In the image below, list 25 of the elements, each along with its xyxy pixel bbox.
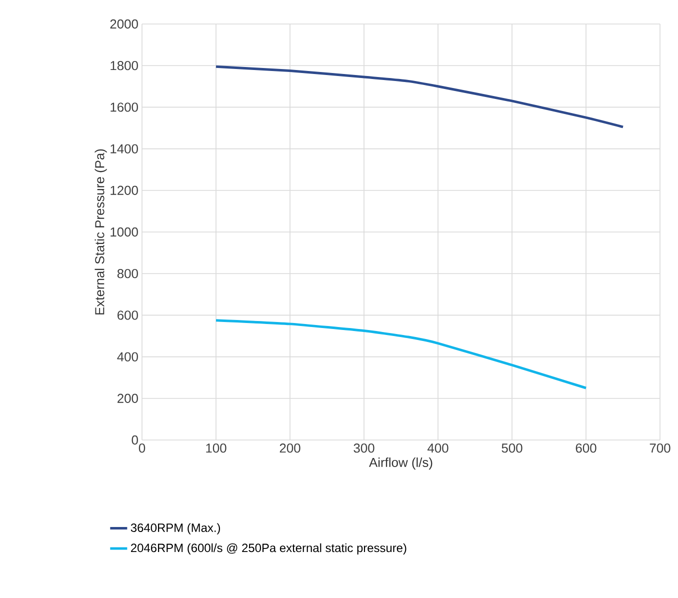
y-tick-label: 1200 <box>110 186 138 195</box>
x-axis-title: Airflow (l/s) <box>369 458 432 470</box>
y-tick-label: 0 <box>132 435 138 445</box>
y-tick-label: 1600 <box>110 102 138 112</box>
x-tick-label: 400 <box>427 444 448 453</box>
x-tick-label: 200 <box>280 444 300 453</box>
x-tick-label: 100 <box>206 444 226 453</box>
legend-label: 2046RPM (600l/s @ 250Pa external static pressure) <box>131 543 406 555</box>
x-tick-label: 300 <box>354 444 374 453</box>
y-tick-label: 1400 <box>110 144 138 154</box>
line-series <box>214 319 588 390</box>
y-tick-label: 600 <box>118 310 138 320</box>
x-tick-label: 500 <box>502 444 522 453</box>
line-series <box>214 65 624 128</box>
y-axis-title: External Static Pressure (Pa) <box>94 149 107 314</box>
x-tick-label: 700 <box>650 444 670 453</box>
legend-label: 3640RPM (Max.) <box>130 523 220 534</box>
y-tick-label: 1000 <box>110 227 138 237</box>
y-tick-label: 2000 <box>110 19 138 29</box>
y-tick-label: 200 <box>118 394 138 403</box>
x-tick-label: 0 <box>138 444 146 453</box>
x-tick-label: 600 <box>576 444 596 453</box>
y-tick-label: 400 <box>117 352 138 362</box>
y-tick-label: 1800 <box>110 61 138 70</box>
y-tick-label: 800 <box>117 269 138 278</box>
